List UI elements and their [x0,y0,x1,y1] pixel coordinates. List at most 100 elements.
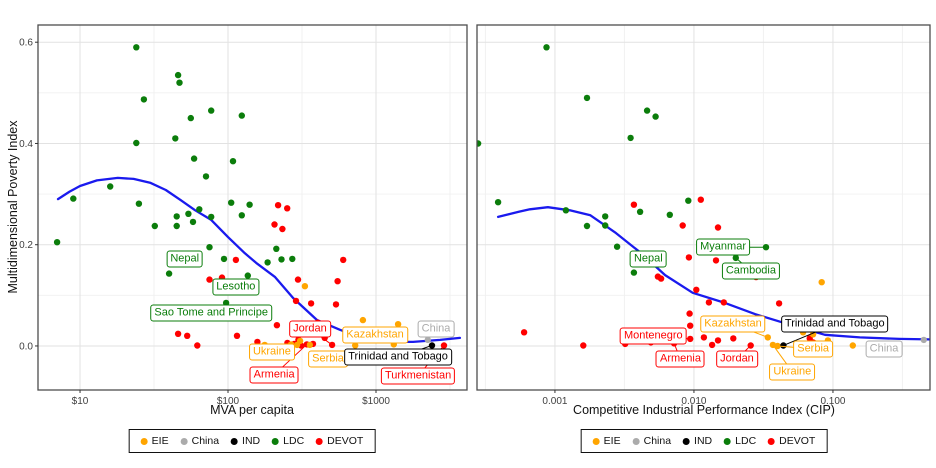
trend-line [496,206,930,341]
y-tick-label: 0.2 [19,240,33,251]
data-point-devot [284,205,291,212]
legend-item-eie: EIE [592,435,621,447]
data-point-ldc [228,199,235,206]
legend-dot-ind [683,437,691,445]
data-point-ldc [151,222,158,230]
data-point-devot [687,322,694,329]
data-point-ldc [583,94,591,102]
data-point-devot [708,341,716,349]
x-tick-label: $10 [72,396,89,407]
legend-dot-ind [231,437,239,445]
data-point-devot [232,256,240,264]
legend-dot-china [180,437,188,445]
data-point-devot [714,224,722,231]
legend-label-devot: DEVOT [779,435,816,447]
data-point-ldc [630,269,638,276]
legend-label-ldc: LDC [283,435,305,447]
country-label-lesotho: Lesotho [212,278,260,296]
data-point-devot [279,225,286,233]
x-tick-label: 0.010 [681,396,706,407]
country-label-armenia: Armenia [655,350,705,368]
data-point-eie [818,279,825,286]
data-point-ldc [107,183,114,190]
legend-item-devot: DEVOT [316,435,363,447]
data-point-devot [693,286,700,293]
data-point-ldc [133,44,140,51]
data-point-china [920,336,927,344]
data-point-ldc [185,210,192,217]
data-point-devot [630,201,638,208]
country-label-ukraine: Ukraine [769,363,816,381]
legend-dot-eie [592,437,600,445]
data-point-ldc [135,200,143,207]
country-label-serbia: Serbia [793,340,834,358]
data-point-ldc [196,206,203,213]
data-point-devot [174,330,182,337]
country-label-armenia: Armenia [249,366,299,384]
country-label-jordan: Jordan [716,350,758,368]
data-point-ldc [176,79,183,86]
data-point-eie [306,341,313,349]
data-point-eie [352,342,359,349]
data-point-devot [334,278,341,285]
data-point-ldc [173,213,180,220]
data-point-ldc [602,222,609,229]
data-point-devot [580,342,587,349]
data-point-devot [307,300,315,307]
data-point-devot [714,337,722,344]
data-point-ldc [208,107,215,114]
data-point-ldc [562,207,570,214]
data-point-devot [294,276,302,283]
data-point-ldc [494,199,502,206]
data-point-eie [301,283,309,290]
x-tick-label: $100 [217,396,240,407]
data-point-ldc [222,299,230,307]
legend-item-ldc: LDC [272,435,304,447]
y-tick-label: 0.6 [19,38,33,49]
legend-right: EIE China IND LDC DEVOT [580,429,828,453]
y-tick-label: 0.4 [19,139,33,150]
data-point-china [424,336,431,344]
country-label-nepal: Nepal [629,250,667,268]
legend-dot-china [632,437,640,445]
data-point-ldc [583,222,591,230]
country-label-montenegro: Montenegro [619,327,687,345]
data-point-ldc [543,44,550,51]
data-point-ldc [174,71,182,79]
country-label-jordan: Jordan [289,320,331,338]
country-label-ukraine: Ukraine [248,343,295,361]
data-point-ldc [238,212,245,219]
legend-label-eie: EIE [151,435,169,447]
data-point-ldc [685,197,692,204]
data-point-devot [340,256,347,264]
legend-dot-devot [316,437,324,445]
legend-label-devot: DEVOT [327,435,364,447]
data-point-devot [274,202,282,209]
panel-border [37,24,468,391]
data-point-devot [657,275,665,282]
data-point-ldc [273,245,280,252]
data-point-ldc [208,213,215,221]
country-label-myanmar: Myanmar [696,238,750,256]
data-point-ldc [636,208,644,215]
data-point-devot [685,254,693,261]
x-tick-label: 0.001 [542,396,567,407]
legend-dot-devot [768,437,776,445]
data-point-ldc [172,135,179,142]
legend-dot-eie [140,437,148,445]
data-point-ldc [666,211,673,218]
data-point-eie [849,342,856,349]
data-point-devot [254,338,261,346]
data-point-devot [271,221,278,228]
data-point-devot [206,276,213,283]
x-tick-label: 0.100 [820,396,845,407]
legend-left: EIE China IND LDC DEVOT [128,429,376,453]
country-label-kazakhstan: Kazakhstan [700,315,766,333]
data-point-ldc [627,134,634,142]
legend-label-eie: EIE [603,435,621,447]
country-label-sao-tome-and-principe: Sao Tome and Principe [150,304,272,322]
data-point-ldc [140,96,148,103]
country-label-serbia: Serbia [308,350,348,368]
data-point-devot [686,310,693,317]
